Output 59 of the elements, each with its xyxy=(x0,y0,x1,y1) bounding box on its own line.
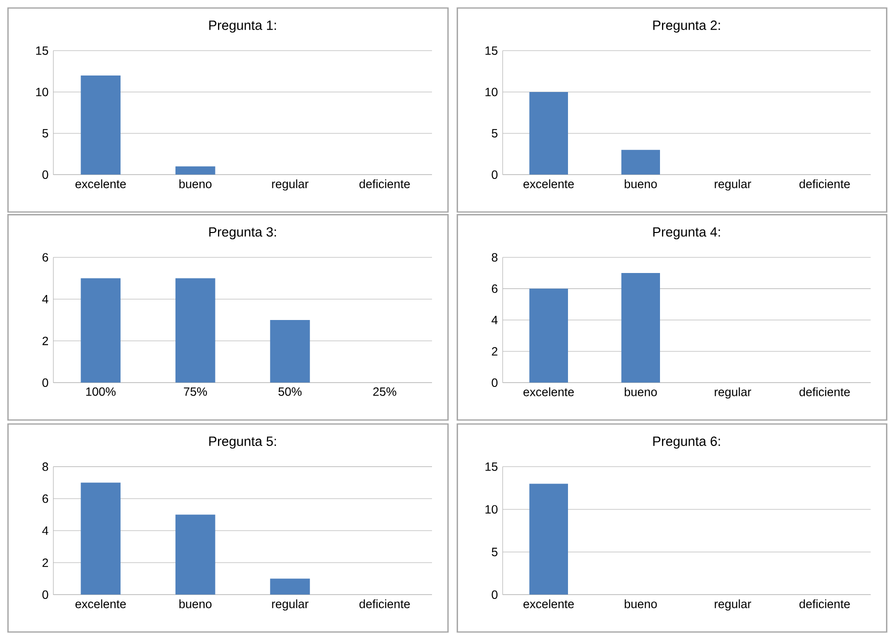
y-tick-label: 0 xyxy=(42,170,48,179)
x-tick-label: excelente xyxy=(523,387,574,396)
x-tick-label: bueno xyxy=(624,179,657,188)
y-tick-label: 6 xyxy=(492,284,498,293)
chart-title: Pregunta 6: xyxy=(653,436,720,449)
x-tick-label: bueno xyxy=(179,179,212,188)
x-tick-label: regular xyxy=(714,599,752,611)
y-tick-label: 15 xyxy=(486,46,498,55)
y-tick-label: 2 xyxy=(492,347,498,356)
x-tick-label: bueno xyxy=(624,599,657,608)
x-tick-label: bueno xyxy=(179,599,212,608)
y-tick-label: 0 xyxy=(492,378,498,387)
y-tick-label: 0 xyxy=(42,378,48,387)
y-tick-label: 6 xyxy=(42,253,48,262)
x-tick-label: deficiente xyxy=(359,599,410,608)
y-tick-label: 4 xyxy=(492,316,498,324)
x-tick-label: 75% xyxy=(184,387,207,396)
y-tick-label: 5 xyxy=(492,548,498,556)
y-tick-label: 0 xyxy=(42,590,48,599)
x-tick-label: excelente xyxy=(75,179,126,188)
bar xyxy=(270,578,310,595)
chart-title: Pregunta 5: xyxy=(209,436,276,449)
y-tick-label: 8 xyxy=(492,253,498,262)
y-tick-label: 2 xyxy=(42,558,48,567)
y-tick-label: 5 xyxy=(42,129,48,138)
chart-title: Pregunta 3: xyxy=(209,227,276,240)
x-tick-label: regular xyxy=(714,179,752,191)
bar xyxy=(80,482,121,595)
y-tick-label: 10 xyxy=(36,88,48,96)
x-tick-label: regular xyxy=(272,179,308,191)
y-tick-label: 5 xyxy=(492,129,498,138)
x-tick-label: deficiente xyxy=(799,387,850,396)
y-tick-label: 8 xyxy=(42,462,48,471)
x-tick-label: excelente xyxy=(523,179,574,188)
x-tick-label: deficiente xyxy=(799,179,850,188)
y-tick-label: 0 xyxy=(492,590,498,599)
x-tick-label: deficiente xyxy=(359,179,410,188)
y-tick-label: 15 xyxy=(486,462,498,471)
y-tick-label: 10 xyxy=(486,88,498,96)
x-tick-label: deficiente xyxy=(799,599,850,608)
x-tick-label: excelente xyxy=(523,599,574,608)
chart-title: Pregunta 1: xyxy=(209,20,276,33)
y-tick-label: 4 xyxy=(42,294,48,304)
x-tick-label: regular xyxy=(714,387,752,399)
x-tick-label: excelente xyxy=(75,599,126,608)
x-tick-label: 50% xyxy=(278,387,302,396)
chart-title: Pregunta 4: xyxy=(653,227,720,240)
x-tick-label: 25% xyxy=(373,387,396,396)
x-tick-label: bueno xyxy=(624,387,657,396)
x-tick-label: 100% xyxy=(86,387,116,396)
y-tick-label: 15 xyxy=(36,46,48,55)
bar xyxy=(175,514,216,595)
y-tick-label: 10 xyxy=(486,505,498,514)
y-tick-label: 6 xyxy=(42,494,48,503)
chart-title: Pregunta 2: xyxy=(653,20,720,33)
y-tick-label: 2 xyxy=(42,336,48,346)
x-tick-label: regular xyxy=(272,599,308,611)
y-tick-label: 0 xyxy=(492,170,498,179)
y-tick-label: 4 xyxy=(42,526,48,535)
